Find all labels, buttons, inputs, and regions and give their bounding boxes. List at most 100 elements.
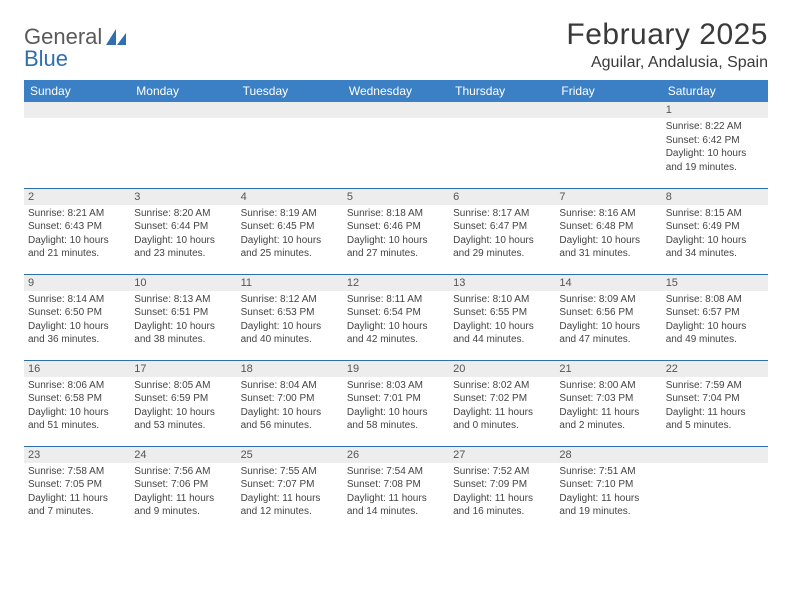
calendar-cell: 19Sunrise: 8:03 AMSunset: 7:01 PMDayligh… <box>343 360 449 446</box>
day-body: Sunrise: 8:14 AMSunset: 6:50 PMDaylight:… <box>24 291 130 351</box>
daylight-text: Daylight: 10 hours and 29 minutes. <box>453 234 551 261</box>
day-body: Sunrise: 8:04 AMSunset: 7:00 PMDaylight:… <box>237 377 343 437</box>
sunrise-text: Sunrise: 8:18 AM <box>347 207 445 221</box>
calendar-row: 2Sunrise: 8:21 AMSunset: 6:43 PMDaylight… <box>24 188 768 274</box>
calendar-cell <box>662 446 768 532</box>
calendar-cell: 18Sunrise: 8:04 AMSunset: 7:00 PMDayligh… <box>237 360 343 446</box>
daylight-text: Daylight: 10 hours and 34 minutes. <box>666 234 764 261</box>
calendar-cell: 21 Sunrise: 8:00 AMSunset: 7:03 PMDayligh… <box>555 360 661 446</box>
sunset-text: Sunset: 6:54 PM <box>347 306 445 320</box>
daylight-text: Daylight: 10 hours and 40 minutes. <box>241 320 339 347</box>
daylight-text: Daylight: 10 hours and 44 minutes. <box>453 320 551 347</box>
day-body: Sunrise: 8:15 AMSunset: 6:49 PMDaylight:… <box>662 205 768 265</box>
daylight-text: Daylight: 10 hours and 53 minutes. <box>134 406 232 433</box>
sunset-text: Sunset: 6:48 PM <box>559 220 657 234</box>
daylight-text: Daylight: 10 hours and 19 minutes. <box>666 147 764 174</box>
day-body: Sunrise: 8:08 AMSunset: 6:57 PMDaylight:… <box>662 291 768 351</box>
daylight-text: Daylight: 11 hours and 5 minutes. <box>666 406 764 433</box>
calendar-cell: 8Sunrise: 8:15 AMSunset: 6:49 PMDaylight… <box>662 188 768 274</box>
location: Aguilar, Andalusia, Spain <box>566 54 768 72</box>
day-number <box>662 447 768 463</box>
calendar-cell <box>237 102 343 188</box>
calendar-row: 16Sunrise: 8:06 AMSunset: 6:58 PMDayligh… <box>24 360 768 446</box>
daylight-text: Daylight: 11 hours and 0 minutes. <box>453 406 551 433</box>
sunrise-text: Sunrise: 8:09 AM <box>559 293 657 307</box>
day-body: Sunrise: 8:02 AMSunset: 7:02 PMDaylight:… <box>449 377 555 437</box>
calendar-cell: 24Sunrise: 7:56 AMSunset: 7:06 PMDayligh… <box>130 446 236 532</box>
calendar-row: 1Sunrise: 8:22 AMSunset: 6:42 PMDaylight… <box>24 102 768 188</box>
day-body: Sunrise: 8:11 AMSunset: 6:54 PMDaylight:… <box>343 291 449 351</box>
calendar-cell: 9Sunrise: 8:14 AMSunset: 6:50 PMDaylight… <box>24 274 130 360</box>
month-title: February 2025 <box>566 18 768 52</box>
day-number: 5 <box>343 189 449 205</box>
sunrise-text: Sunrise: 8:17 AM <box>453 207 551 221</box>
sunrise-text: Sunrise: 8:21 AM <box>28 207 126 221</box>
day-body: Sunrise: 8:18 AMSunset: 6:46 PMDaylight:… <box>343 205 449 265</box>
weekday-header: Sunday <box>24 80 130 102</box>
sunset-text: Sunset: 7:02 PM <box>453 392 551 406</box>
day-body: Sunrise: 7:54 AMSunset: 7:08 PMDaylight:… <box>343 463 449 523</box>
day-number: 11 <box>237 275 343 291</box>
sunset-text: Sunset: 6:50 PM <box>28 306 126 320</box>
day-number: 13 <box>449 275 555 291</box>
day-body: Sunrise: 7:58 AMSunset: 7:05 PMDaylight:… <box>24 463 130 523</box>
day-number: 19 <box>343 361 449 377</box>
weekday-header: Monday <box>130 80 236 102</box>
day-body: Sunrise: 8:19 AMSunset: 6:45 PMDaylight:… <box>237 205 343 265</box>
sunrise-text: Sunrise: 8:11 AM <box>347 293 445 307</box>
day-number <box>24 102 130 118</box>
calendar-cell: 17Sunrise: 8:05 AMSunset: 6:59 PMDayligh… <box>130 360 236 446</box>
day-number: 9 <box>24 275 130 291</box>
day-number: 2 <box>24 189 130 205</box>
daylight-text: Daylight: 11 hours and 2 minutes. <box>559 406 657 433</box>
daylight-text: Daylight: 10 hours and 27 minutes. <box>347 234 445 261</box>
calendar-row: 23Sunrise: 7:58 AMSunset: 7:05 PMDayligh… <box>24 446 768 532</box>
daylight-text: Daylight: 11 hours and 14 minutes. <box>347 492 445 519</box>
calendar-cell: 23Sunrise: 7:58 AMSunset: 7:05 PMDayligh… <box>24 446 130 532</box>
day-body: Sunrise: 8:22 AMSunset: 6:42 PMDaylight:… <box>662 118 768 178</box>
day-body: Sunrise: 8:05 AMSunset: 6:59 PMDaylight:… <box>130 377 236 437</box>
sunset-text: Sunset: 6:49 PM <box>666 220 764 234</box>
daylight-text: Daylight: 11 hours and 16 minutes. <box>453 492 551 519</box>
day-number: 26 <box>343 447 449 463</box>
day-number: 6 <box>449 189 555 205</box>
sunset-text: Sunset: 6:46 PM <box>347 220 445 234</box>
sunset-text: Sunset: 6:45 PM <box>241 220 339 234</box>
calendar-cell <box>449 102 555 188</box>
calendar-cell: 14Sunrise: 8:09 AMSunset: 6:56 PMDayligh… <box>555 274 661 360</box>
sunset-text: Sunset: 7:00 PM <box>241 392 339 406</box>
day-body: Sunrise: 8:06 AMSunset: 6:58 PMDaylight:… <box>24 377 130 437</box>
sunset-text: Sunset: 6:59 PM <box>134 392 232 406</box>
day-body: Sunrise: 8:12 AMSunset: 6:53 PMDaylight:… <box>237 291 343 351</box>
sunset-text: Sunset: 7:06 PM <box>134 478 232 492</box>
day-number: 21 <box>555 361 661 377</box>
day-body: Sunrise: 7:56 AMSunset: 7:06 PMDaylight:… <box>130 463 236 523</box>
day-body: Sunrise: 8:13 AMSunset: 6:51 PMDaylight:… <box>130 291 236 351</box>
weekday-header: Saturday <box>662 80 768 102</box>
sunset-text: Sunset: 7:03 PM <box>559 392 657 406</box>
sunrise-text: Sunrise: 8:13 AM <box>134 293 232 307</box>
sunrise-text: Sunrise: 8:00 AM <box>559 379 657 393</box>
day-number: 17 <box>130 361 236 377</box>
daylight-text: Daylight: 10 hours and 49 minutes. <box>666 320 764 347</box>
sunset-text: Sunset: 7:05 PM <box>28 478 126 492</box>
day-number: 16 <box>24 361 130 377</box>
daylight-text: Daylight: 10 hours and 25 minutes. <box>241 234 339 261</box>
sunrise-text: Sunrise: 7:51 AM <box>559 465 657 479</box>
sunrise-text: Sunrise: 7:56 AM <box>134 465 232 479</box>
brand-word2: Blue <box>24 46 68 72</box>
day-body: Sunrise: 8:09 AMSunset: 6:56 PMDaylight:… <box>555 291 661 351</box>
weekday-header: Thursday <box>449 80 555 102</box>
day-body: Sunrise: 8:03 AMSunset: 7:01 PMDaylight:… <box>343 377 449 437</box>
weekday-header: Friday <box>555 80 661 102</box>
calendar-cell: 1Sunrise: 8:22 AMSunset: 6:42 PMDaylight… <box>662 102 768 188</box>
calendar-cell: 3Sunrise: 8:20 AMSunset: 6:44 PMDaylight… <box>130 188 236 274</box>
day-number: 12 <box>343 275 449 291</box>
sunrise-text: Sunrise: 8:03 AM <box>347 379 445 393</box>
sunset-text: Sunset: 7:10 PM <box>559 478 657 492</box>
calendar-cell: 15Sunrise: 8:08 AMSunset: 6:57 PMDayligh… <box>662 274 768 360</box>
calendar-row: 9Sunrise: 8:14 AMSunset: 6:50 PMDaylight… <box>24 274 768 360</box>
header: General February 2025 Aguilar, Andalusia… <box>24 18 768 72</box>
sunrise-text: Sunrise: 8:15 AM <box>666 207 764 221</box>
daylight-text: Daylight: 10 hours and 51 minutes. <box>28 406 126 433</box>
